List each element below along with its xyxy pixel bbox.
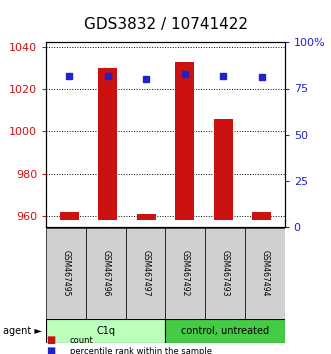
Bar bbox=[205, 228, 245, 319]
Bar bbox=[98, 68, 118, 220]
Bar bbox=[86, 228, 126, 319]
Text: GSM467496: GSM467496 bbox=[101, 250, 111, 297]
Bar bbox=[46, 319, 166, 343]
Text: ■: ■ bbox=[46, 335, 56, 345]
Text: GDS3832 / 10741422: GDS3832 / 10741422 bbox=[83, 17, 248, 32]
Text: GSM467497: GSM467497 bbox=[141, 250, 150, 297]
Text: count: count bbox=[70, 336, 93, 345]
Bar bbox=[126, 228, 166, 319]
Bar bbox=[245, 228, 285, 319]
Text: GSM467495: GSM467495 bbox=[62, 250, 71, 297]
Text: GSM467494: GSM467494 bbox=[260, 250, 269, 297]
Text: agent ►: agent ► bbox=[3, 326, 42, 336]
Text: percentile rank within the sample: percentile rank within the sample bbox=[70, 347, 212, 354]
Bar bbox=[60, 212, 79, 220]
Text: ■: ■ bbox=[46, 346, 56, 354]
Bar bbox=[175, 62, 194, 220]
Text: GSM467492: GSM467492 bbox=[181, 250, 190, 297]
Text: control, untreated: control, untreated bbox=[181, 326, 269, 336]
Bar bbox=[166, 228, 205, 319]
Bar bbox=[166, 319, 285, 343]
Text: GSM467493: GSM467493 bbox=[220, 250, 230, 297]
Bar bbox=[252, 212, 271, 220]
Bar bbox=[213, 119, 233, 220]
Text: C1q: C1q bbox=[96, 326, 116, 336]
Bar bbox=[46, 228, 86, 319]
Bar bbox=[137, 214, 156, 220]
